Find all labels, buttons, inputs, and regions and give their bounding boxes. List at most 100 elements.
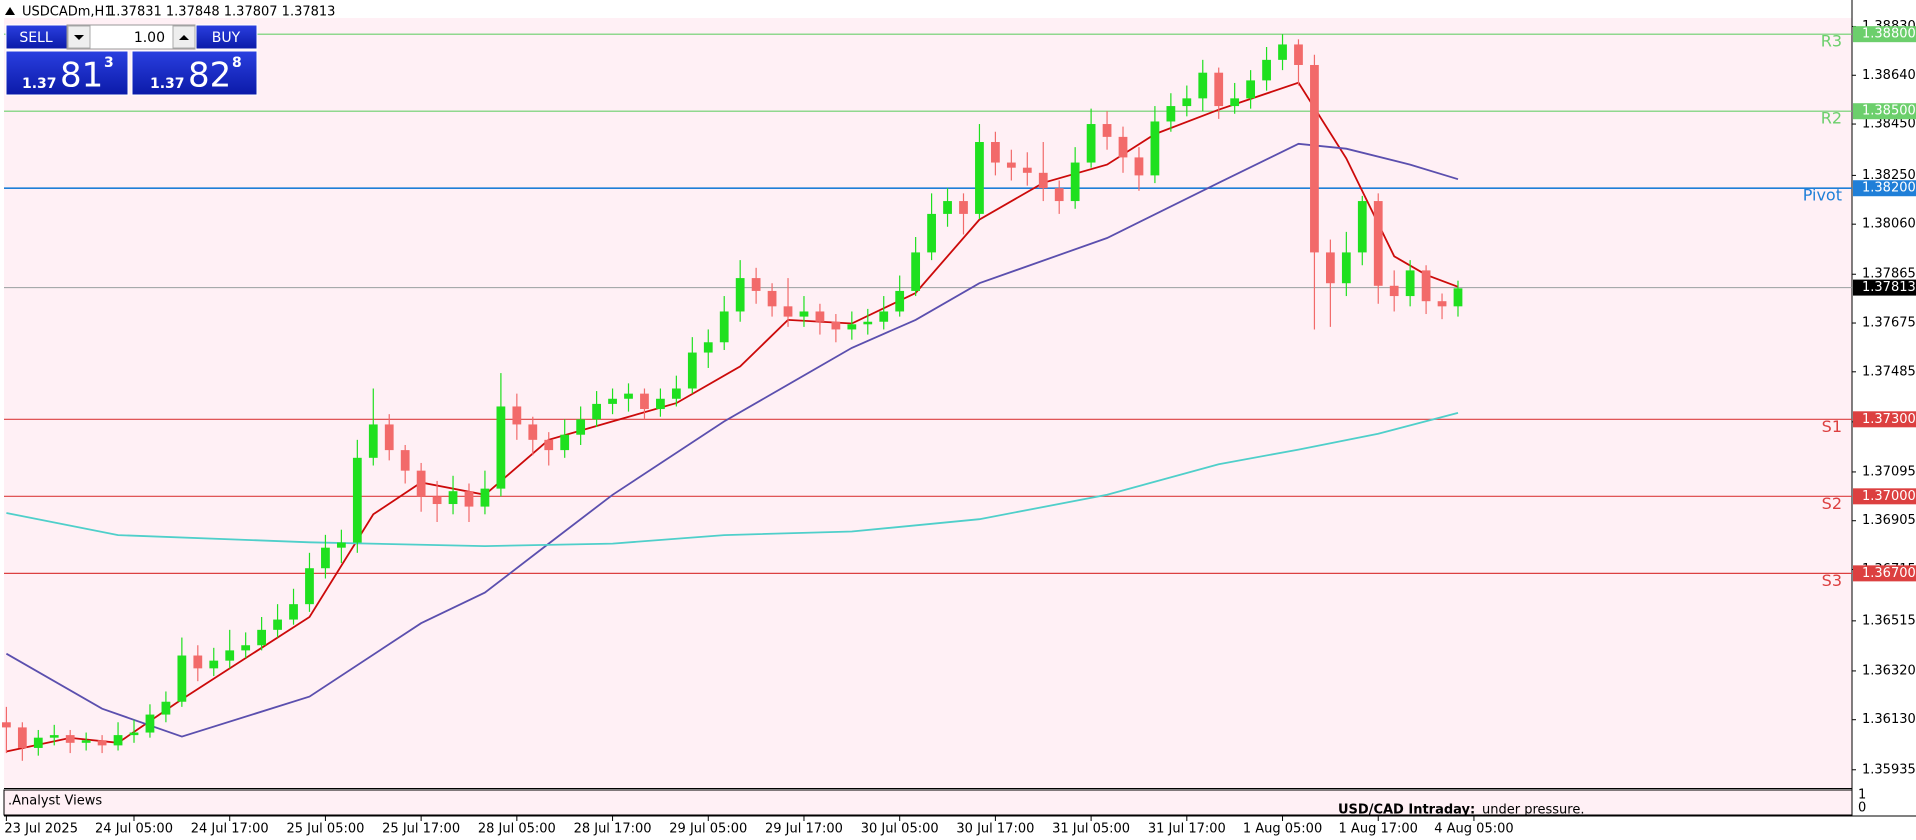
lots-value: 1.00 <box>134 30 165 46</box>
candle-body <box>384 424 394 451</box>
candle-body <box>1278 44 1287 60</box>
current-price-box <box>1853 279 1916 296</box>
candle-body <box>1006 162 1016 168</box>
candle-body <box>1262 59 1271 81</box>
candle-body <box>592 403 601 420</box>
x-tick-label: 24 Jul 17:00 <box>191 822 269 837</box>
candle-body <box>161 701 171 715</box>
candle-body <box>576 419 586 435</box>
candle-body <box>305 568 314 605</box>
candle-body <box>1389 285 1399 297</box>
candle-body <box>1405 270 1415 297</box>
y-tick-label: 1.37865 <box>1862 267 1916 282</box>
candle-body <box>719 311 729 343</box>
candle-body <box>751 278 761 291</box>
level-label-box <box>1853 488 1916 505</box>
candle-body <box>975 142 984 214</box>
candle-body <box>1294 44 1303 65</box>
candle-body <box>528 424 538 440</box>
buy-label: BUY <box>212 30 241 46</box>
candle-body <box>241 645 251 651</box>
y-tick-label: 1.35935 <box>1862 762 1916 777</box>
level-label-box <box>1853 411 1916 428</box>
candle-body <box>464 491 474 507</box>
moving-average <box>6 412 1459 548</box>
level-label-box <box>1853 180 1916 197</box>
current-price-label: 1.37813 <box>1862 280 1916 295</box>
buy-button[interactable] <box>195 24 258 50</box>
collapse-icon[interactable] <box>5 7 15 15</box>
y-tick-label: 1.36320 <box>1862 663 1916 678</box>
trade-panel: SELL 1.00 BUY 1.37 81 3 1.37 82 8 <box>5 24 258 96</box>
candle-body <box>209 660 219 669</box>
candle-body <box>799 311 809 317</box>
candle-body <box>895 290 905 312</box>
level-label: 1.37300 <box>1862 412 1916 427</box>
level-name: S3 <box>1822 571 1842 590</box>
candle-body <box>273 619 282 630</box>
sell-button[interactable] <box>5 24 68 50</box>
candle-body <box>1453 288 1463 307</box>
y-tick-label: 1.38640 <box>1862 68 1916 83</box>
candle-body <box>17 727 27 748</box>
candle-body <box>1421 270 1431 302</box>
candle-body <box>624 393 633 399</box>
y-tick-label: 1.38450 <box>1862 117 1916 132</box>
x-tick-label: 31 Jul 17:00 <box>1148 822 1226 837</box>
x-tick-label: 29 Jul 17:00 <box>765 822 843 837</box>
candle-body <box>1198 72 1208 99</box>
plot-area <box>4 18 1852 788</box>
x-tick-label: 29 Jul 05:00 <box>669 822 747 837</box>
ask-big: 1.37 <box>150 76 185 92</box>
level-label-box <box>1853 26 1916 43</box>
candle-body <box>879 311 889 322</box>
ask-point: 8 <box>232 55 242 71</box>
ask-box[interactable] <box>131 50 258 96</box>
candle-body <box>225 650 235 661</box>
candle-body <box>33 737 43 748</box>
moving-average <box>5 142 1459 738</box>
candle-body <box>560 434 570 451</box>
candle-body <box>1166 106 1176 122</box>
x-tick-label: 24 Jul 05:00 <box>95 822 173 837</box>
candle-body <box>289 604 298 620</box>
level-label-box <box>1853 565 1916 582</box>
panel-scale: 1 <box>1858 788 1866 803</box>
candle-body <box>1118 136 1128 158</box>
ask-pips: 82 <box>188 56 231 96</box>
candle-body <box>416 470 426 497</box>
candle-body <box>687 352 697 389</box>
y-tick-label: 1.37485 <box>1862 364 1916 379</box>
candle-body <box>991 142 1000 163</box>
candle-body <box>831 321 841 330</box>
candle-body <box>863 321 873 325</box>
candle-body <box>1373 201 1383 286</box>
candle-body <box>815 311 825 322</box>
candle-body <box>480 488 490 507</box>
level-label: 1.37000 <box>1862 489 1916 504</box>
down-arrow <box>74 35 84 40</box>
candle-body <box>1134 157 1144 176</box>
candle-body <box>81 740 91 743</box>
x-tick-label: 4 Aug 05:00 <box>1434 822 1513 837</box>
symbol: USDCADm,H1 <box>22 5 113 20</box>
candle-body <box>352 457 362 543</box>
candle-body <box>1325 252 1335 284</box>
candle-body <box>97 740 107 746</box>
y-tick-label: 1.36130 <box>1862 712 1916 727</box>
candle-body <box>1214 72 1224 107</box>
candle-body <box>1070 162 1080 202</box>
y-tick-label: 1.36515 <box>1862 613 1916 628</box>
candle-body <box>1102 124 1112 137</box>
x-tick-label: 28 Jul 05:00 <box>478 822 556 837</box>
quote: 1.37831 1.37848 1.37807 1.37813 <box>108 5 335 20</box>
level-name: Pivot <box>1803 186 1842 205</box>
candle-body <box>448 491 458 505</box>
level-label: 1.38800 <box>1862 27 1916 42</box>
candle-body <box>65 735 75 743</box>
bid-point: 3 <box>104 55 114 71</box>
bid-box[interactable] <box>5 50 129 96</box>
x-tick-label: 1 Aug 05:00 <box>1243 822 1322 837</box>
candle-body <box>400 450 410 471</box>
x-tick-label: 1 Aug 17:00 <box>1339 822 1418 837</box>
